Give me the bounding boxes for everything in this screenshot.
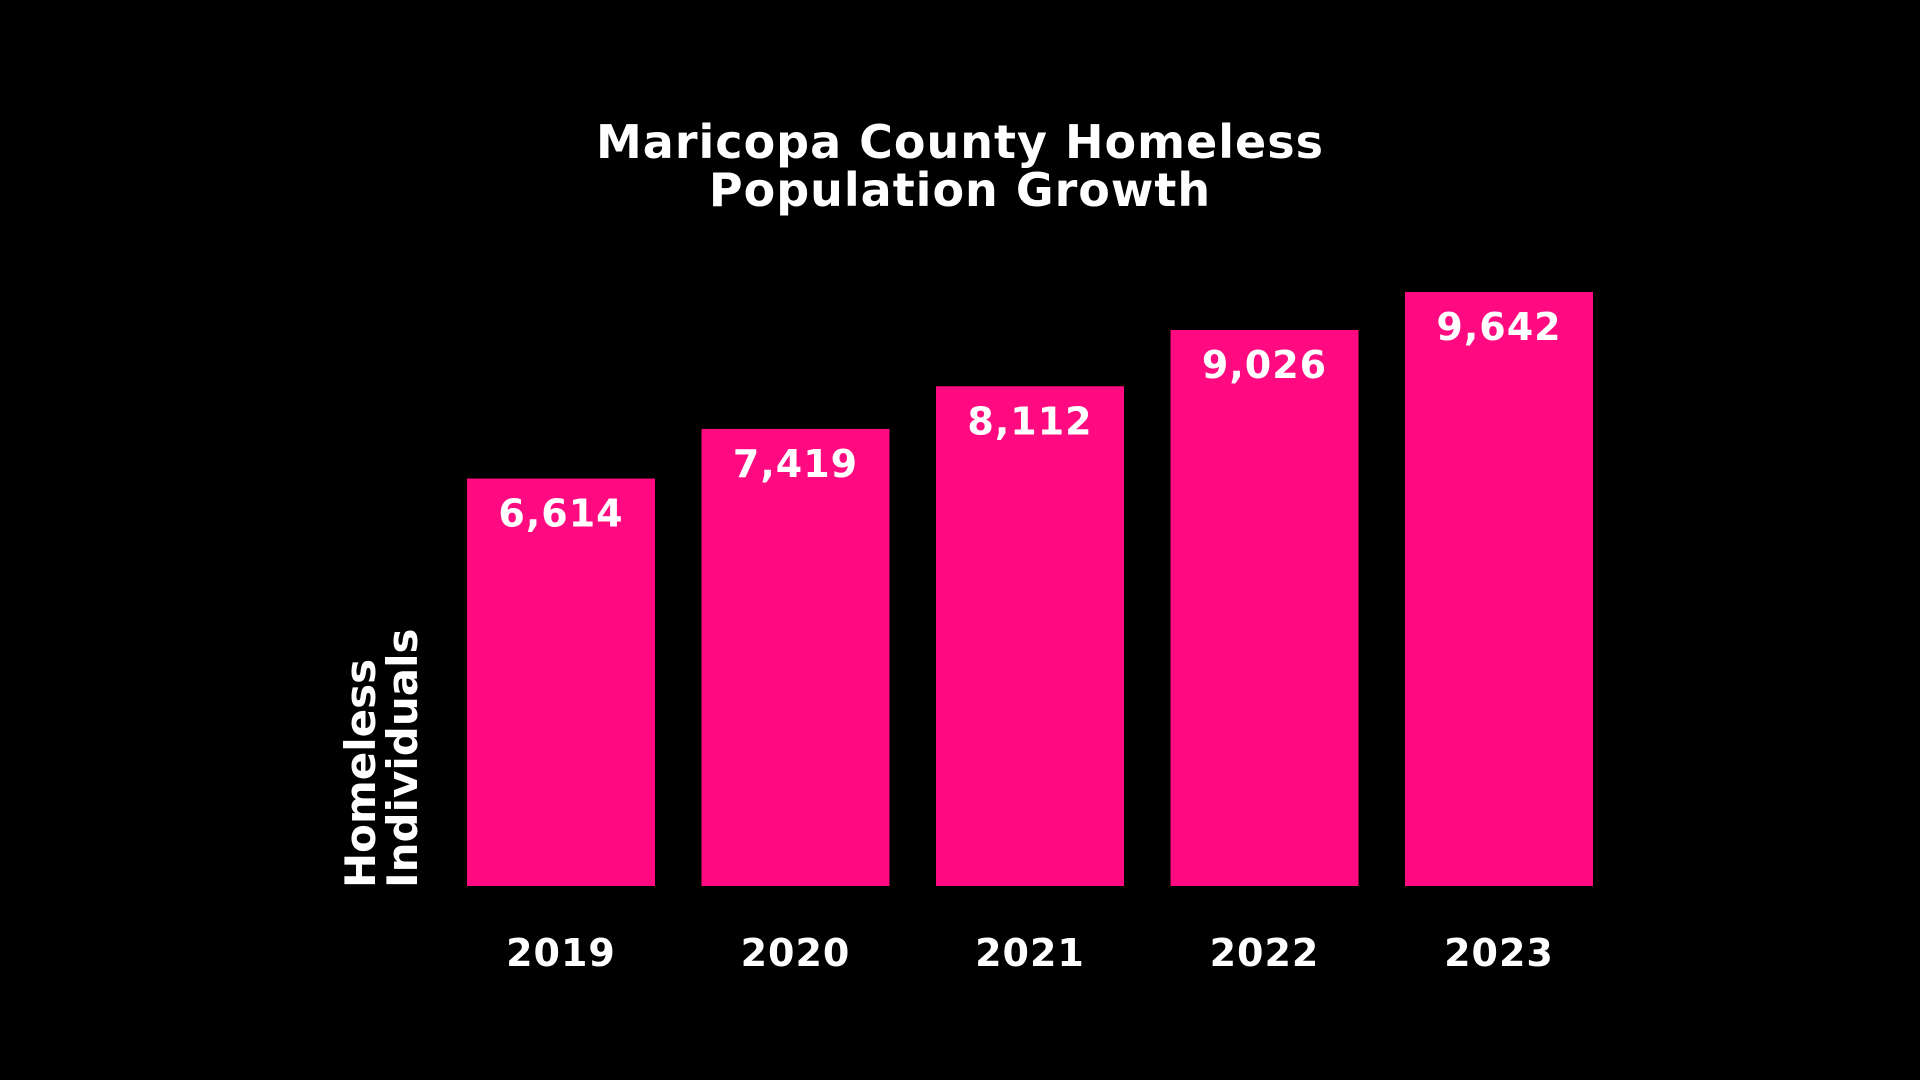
chart-title-line-2: Population Growth (708, 163, 1212, 217)
x-tick-label-2021: 2021 (975, 931, 1085, 975)
data-label-2022: 9,026 (1202, 343, 1327, 387)
x-axis-ticks: 2019 2020 2021 2022 2023 (506, 931, 1554, 975)
value-labels: 6,614 7,419 8,112 9,026 9,642 (498, 305, 1561, 536)
bar-2022 (1170, 329, 1359, 886)
y-axis-label-line-1: Homeless (336, 659, 385, 888)
data-label-2023: 9,642 (1436, 305, 1561, 349)
bar-2020 (701, 428, 890, 886)
data-label-2021: 8,112 (967, 399, 1092, 443)
x-tick-label-2019: 2019 (506, 931, 616, 975)
y-axis-label-line-2: Individuals (378, 629, 427, 888)
bar-2021 (936, 386, 1124, 886)
x-tick-label-2022: 2022 (1210, 931, 1320, 975)
bar-2019 (467, 478, 655, 886)
x-tick-label-2023: 2023 (1444, 931, 1554, 975)
y-axis-label: Homeless Individuals (336, 629, 427, 888)
chart-title-line-1: Maricopa County Homeless (596, 115, 1324, 169)
x-tick-label-2020: 2020 (741, 931, 851, 975)
data-label-2020: 7,419 (733, 442, 858, 486)
bars (467, 292, 1593, 886)
data-label-2019: 6,614 (498, 492, 623, 536)
bar-2023 (1405, 292, 1593, 886)
chart-title: Maricopa County Homeless Population Grow… (0, 118, 1920, 214)
